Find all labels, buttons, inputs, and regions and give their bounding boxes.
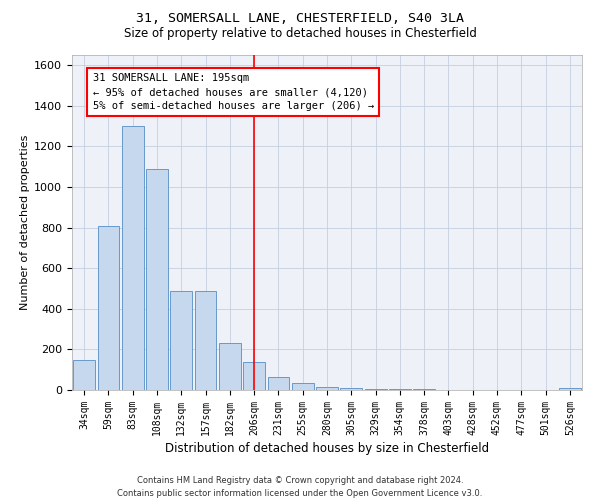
Bar: [365, 389, 386, 390]
Bar: [73, 360, 95, 390]
Text: 31, SOMERSALL LANE, CHESTERFIELD, S40 3LA: 31, SOMERSALL LANE, CHESTERFIELD, S40 3L…: [136, 12, 464, 26]
Bar: [146, 168, 168, 390]
X-axis label: Distribution of detached houses by size in Chesterfield: Distribution of detached houses by size …: [165, 442, 489, 455]
Bar: [219, 344, 241, 390]
Bar: [292, 383, 314, 390]
Text: Size of property relative to detached houses in Chesterfield: Size of property relative to detached ho…: [124, 28, 476, 40]
Bar: [97, 226, 119, 390]
Bar: [194, 290, 217, 390]
Bar: [389, 389, 411, 390]
Bar: [340, 388, 362, 390]
Text: Contains HM Land Registry data © Crown copyright and database right 2024.
Contai: Contains HM Land Registry data © Crown c…: [118, 476, 482, 498]
Bar: [170, 290, 192, 390]
Y-axis label: Number of detached properties: Number of detached properties: [20, 135, 30, 310]
Bar: [243, 362, 265, 390]
Bar: [559, 388, 581, 390]
Bar: [316, 387, 338, 390]
Text: 31 SOMERSALL LANE: 195sqm
← 95% of detached houses are smaller (4,120)
5% of sem: 31 SOMERSALL LANE: 195sqm ← 95% of detac…: [92, 74, 374, 112]
Bar: [268, 377, 289, 390]
Bar: [122, 126, 143, 390]
